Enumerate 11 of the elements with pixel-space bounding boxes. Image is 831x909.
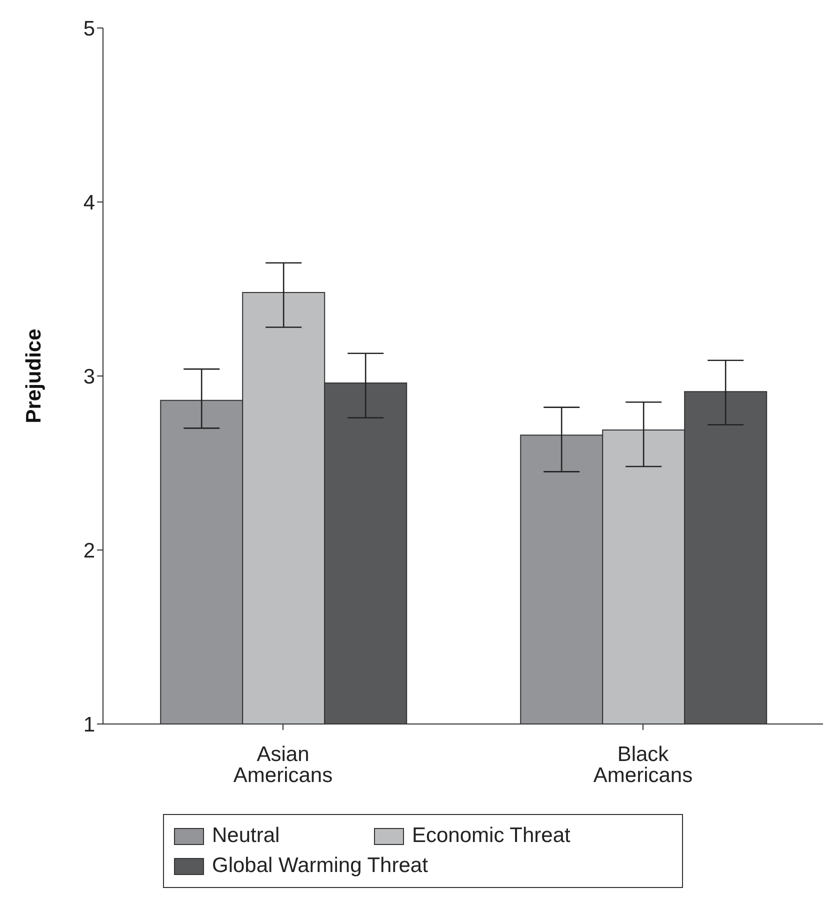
y-tick-label: 2 [83,539,95,562]
legend-label: Neutral [212,824,280,848]
y-tick-label: 4 [83,191,96,214]
legend-label: Global Warming Threat [212,854,428,878]
x-tick-label: Black Americans [593,742,693,787]
y-axis-title: Prejudice [22,328,46,424]
y-tick-label: 3 [83,365,95,388]
y-tick-label: 5 [83,17,95,40]
x-tick-label: Asian Americans [233,742,333,787]
legend-label: Economic Threat [412,824,570,848]
y-tick-label: 1 [83,713,95,736]
